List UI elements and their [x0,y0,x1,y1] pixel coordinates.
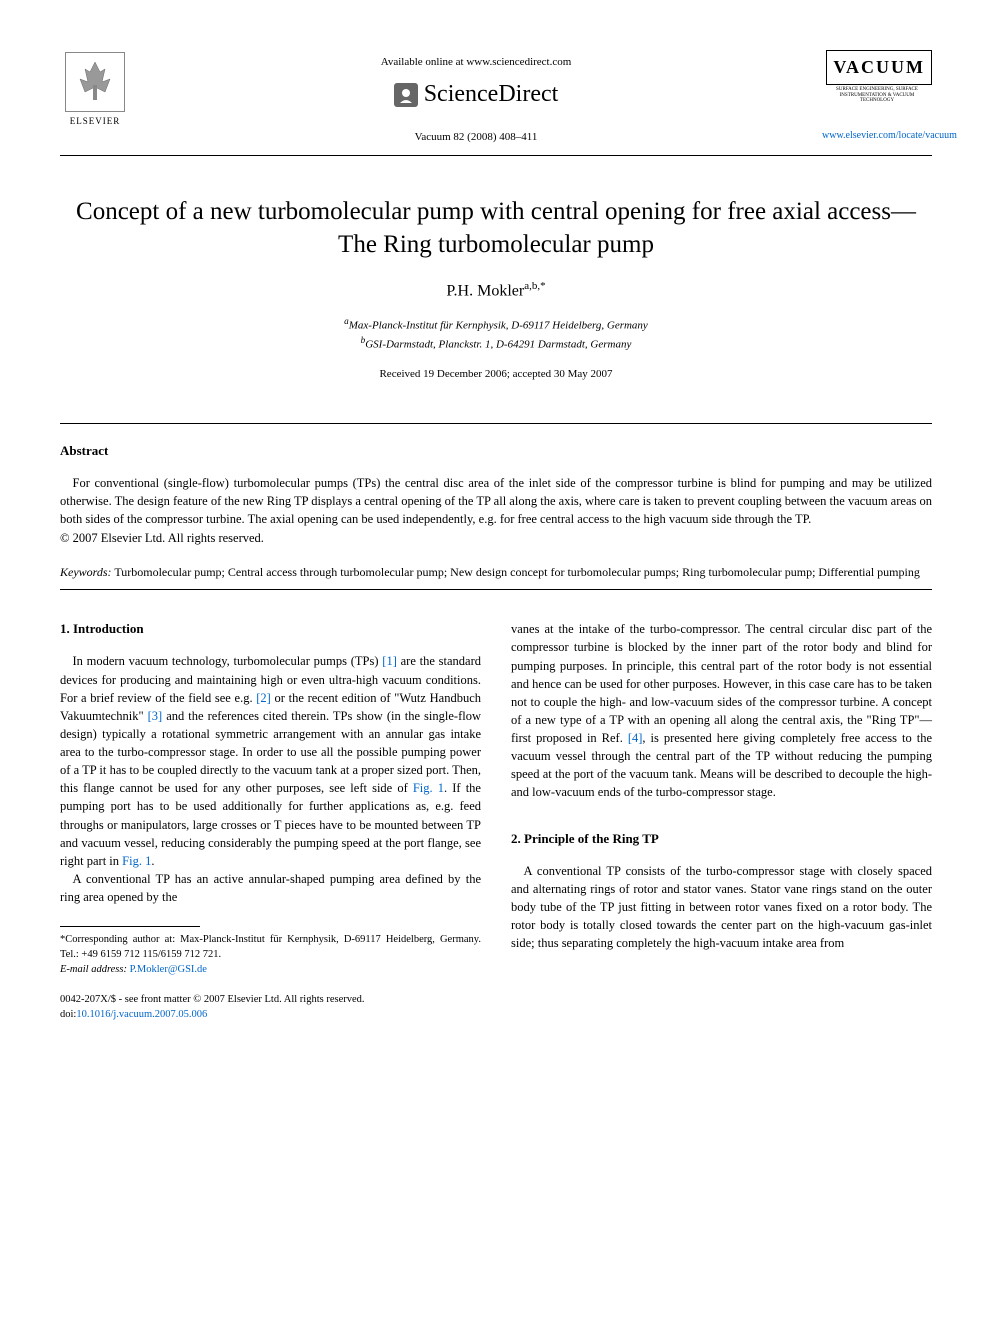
author-sup: a,b,* [524,280,545,292]
header: ELSEVIER Available online at www.science… [60,50,932,145]
citation: Vacuum 82 (2008) 408–411 [130,130,822,145]
fig-1-link-a[interactable]: Fig. 1 [413,781,444,795]
center-header: Available online at www.sciencedirect.co… [130,50,822,145]
keywords-label: Keywords: [60,565,112,579]
intro-para-2: A conventional TP has an active annular-… [60,870,481,906]
elsevier-label: ELSEVIER [70,115,121,128]
sciencedirect-logo: ScienceDirect [130,78,822,112]
abstract-top-divider [60,423,932,424]
principle-para-1: A conventional TP consists of the turbo-… [511,862,932,953]
front-matter: 0042-207X/$ - see front matter © 2007 El… [60,993,481,1008]
email-link[interactable]: P.Mokler@GSI.de [130,964,207,975]
journal-name: VACUUM [826,50,932,85]
intro-heading: 1. Introduction [60,620,481,638]
left-column: 1. Introduction In modern vacuum technol… [60,620,481,1022]
abstract-text: For conventional (single-flow) turbomole… [60,474,932,528]
abstract-copyright: © 2007 Elsevier Ltd. All rights reserved… [60,530,932,548]
corresponding-footnote: *Corresponding author at: Max-Planck-Ins… [60,933,481,962]
sciencedirect-icon [394,83,418,107]
sciencedirect-text: ScienceDirect [424,78,559,112]
author-name: P.H. Mokler [446,283,524,300]
email-label: E-mail address: [60,964,127,975]
ref-3-link[interactable]: [3] [148,709,163,723]
header-divider [60,155,932,156]
ref-4-link[interactable]: [4] [628,731,643,745]
journal-logo-block: VACUUM SURFACE ENGINEERING, SURFACE INST… [822,50,932,143]
right-column: vanes at the intake of the turbo-compres… [511,620,932,1022]
ref-2-link[interactable]: [2] [256,691,271,705]
principle-heading: 2. Principle of the Ring TP [511,830,932,848]
body-columns: 1. Introduction In modern vacuum technol… [60,620,932,1022]
keywords-bottom-divider [60,589,932,590]
author-line: P.H. Moklera,b,* [60,279,932,303]
keywords: Keywords: Turbomolecular pump; Central a… [60,564,932,581]
fig-1-link-b[interactable]: Fig. 1 [122,854,151,868]
article-title: Concept of a new turbomolecular pump wit… [60,196,932,261]
doi-line: doi:10.1016/j.vacuum.2007.05.006 [60,1008,481,1023]
abstract-heading: Abstract [60,442,932,460]
intro-para-1: In modern vacuum technology, turbomolecu… [60,652,481,870]
journal-subtitle: SURFACE ENGINEERING, SURFACE INSTRUMENTA… [822,87,932,104]
elsevier-tree-icon [65,52,125,112]
keywords-text: Turbomolecular pump; Central access thro… [112,565,920,579]
available-online-text: Available online at www.sciencedirect.co… [130,55,822,70]
footnote-divider [60,926,200,927]
ref-1-link[interactable]: [1] [382,654,397,668]
elsevier-logo: ELSEVIER [60,50,130,130]
journal-url[interactable]: www.elsevier.com/locate/vacuum [822,129,932,143]
email-footnote: E-mail address: P.Mokler@GSI.de [60,963,481,978]
intro-para-3: vanes at the intake of the turbo-compres… [511,620,932,801]
received-accepted-dates: Received 19 December 2006; accepted 30 M… [60,367,932,382]
affiliation-b: bGSI-Darmstadt, Planckstr. 1, D-64291 Da… [60,334,932,353]
affiliation-a: aMax-Planck-Institut für Kernphysik, D-6… [60,315,932,334]
doi-link[interactable]: 10.1016/j.vacuum.2007.05.006 [76,1009,207,1020]
